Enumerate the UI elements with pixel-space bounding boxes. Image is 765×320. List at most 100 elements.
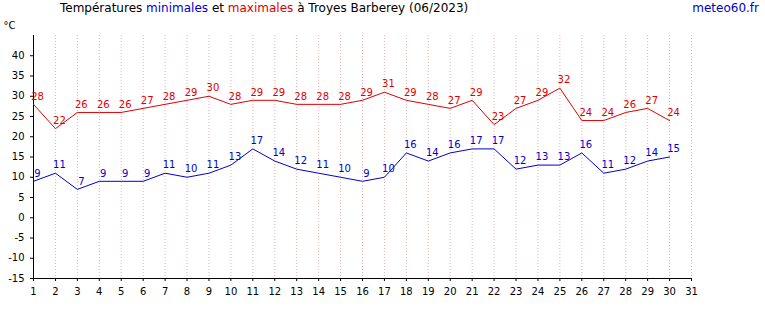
svg-text:28: 28: [163, 91, 176, 102]
svg-text:14: 14: [426, 147, 439, 158]
svg-text:23: 23: [510, 286, 523, 297]
svg-text:15: 15: [667, 143, 680, 154]
svg-text:17: 17: [492, 135, 505, 146]
svg-text:26: 26: [97, 99, 110, 110]
svg-text:20: 20: [12, 131, 25, 142]
svg-text:25: 25: [554, 286, 567, 297]
svg-text:27: 27: [141, 95, 154, 106]
svg-text:18: 18: [400, 286, 413, 297]
svg-text:26: 26: [575, 286, 588, 297]
svg-text:29: 29: [641, 286, 654, 297]
svg-text:30: 30: [207, 82, 220, 93]
svg-text:9: 9: [363, 168, 369, 179]
svg-text:12: 12: [623, 155, 636, 166]
svg-text:16: 16: [579, 139, 592, 150]
svg-text:35: 35: [12, 70, 25, 81]
svg-text:11: 11: [601, 159, 614, 170]
svg-text:27: 27: [514, 95, 527, 106]
svg-text:9: 9: [206, 286, 212, 297]
svg-text:10: 10: [338, 163, 351, 174]
svg-text:16: 16: [404, 139, 417, 150]
svg-text:28: 28: [426, 91, 439, 102]
svg-text:23: 23: [492, 111, 505, 122]
svg-text:29: 29: [536, 87, 549, 98]
svg-text:16: 16: [356, 286, 369, 297]
svg-text:11: 11: [316, 159, 329, 170]
svg-text:14: 14: [312, 286, 325, 297]
svg-text:30: 30: [12, 90, 25, 101]
svg-text:28: 28: [229, 91, 242, 102]
svg-text:0: 0: [18, 212, 24, 223]
svg-text:27: 27: [448, 95, 461, 106]
svg-text:17: 17: [378, 286, 391, 297]
svg-text:27: 27: [645, 95, 658, 106]
svg-text:7: 7: [78, 176, 84, 187]
svg-text:27: 27: [597, 286, 610, 297]
svg-text:-15: -15: [8, 273, 24, 284]
svg-text:28: 28: [294, 91, 307, 102]
svg-text:17: 17: [470, 135, 483, 146]
svg-text:16: 16: [448, 139, 461, 150]
svg-text:24: 24: [667, 107, 680, 118]
svg-text:10: 10: [225, 286, 238, 297]
svg-text:30: 30: [663, 286, 676, 297]
svg-text:19: 19: [422, 286, 435, 297]
svg-text:20: 20: [444, 286, 457, 297]
svg-text:11: 11: [207, 159, 220, 170]
svg-text:14: 14: [272, 147, 285, 158]
svg-text:24: 24: [601, 107, 614, 118]
svg-text:5: 5: [118, 286, 124, 297]
svg-text:25: 25: [12, 111, 25, 122]
svg-text:12: 12: [268, 286, 281, 297]
svg-text:28: 28: [338, 91, 351, 102]
svg-text:28: 28: [619, 286, 632, 297]
svg-text:9: 9: [122, 168, 128, 179]
svg-text:11: 11: [163, 159, 176, 170]
svg-text:10: 10: [382, 163, 395, 174]
svg-text:13: 13: [536, 151, 549, 162]
svg-text:6: 6: [140, 286, 146, 297]
svg-text:1: 1: [30, 286, 36, 297]
svg-text:12: 12: [294, 155, 307, 166]
svg-text:29: 29: [470, 87, 483, 98]
svg-text:9: 9: [34, 168, 40, 179]
svg-text:22: 22: [488, 286, 501, 297]
svg-text:7: 7: [162, 286, 168, 297]
svg-text:29: 29: [272, 87, 285, 98]
svg-text:29: 29: [185, 87, 198, 98]
svg-text:9: 9: [100, 168, 106, 179]
svg-text:29: 29: [404, 87, 417, 98]
svg-text:15: 15: [12, 151, 25, 162]
svg-text:°C: °C: [4, 20, 16, 31]
svg-text:10: 10: [12, 171, 25, 182]
svg-text:13: 13: [229, 151, 242, 162]
svg-text:11: 11: [53, 159, 66, 170]
svg-text:26: 26: [75, 99, 88, 110]
svg-text:12: 12: [514, 155, 527, 166]
svg-text:14: 14: [645, 147, 658, 158]
svg-text:31: 31: [685, 286, 698, 297]
svg-text:28: 28: [316, 91, 329, 102]
svg-text:13: 13: [290, 286, 303, 297]
svg-text:22: 22: [53, 115, 66, 126]
svg-text:15: 15: [334, 286, 347, 297]
svg-text:24: 24: [579, 107, 592, 118]
svg-text:29: 29: [250, 87, 263, 98]
svg-text:11: 11: [246, 286, 259, 297]
svg-text:-10: -10: [8, 252, 24, 263]
svg-text:9: 9: [144, 168, 150, 179]
svg-text:28: 28: [31, 91, 44, 102]
svg-text:24: 24: [532, 286, 545, 297]
svg-text:32: 32: [558, 74, 571, 85]
svg-text:4: 4: [96, 286, 102, 297]
svg-text:21: 21: [466, 286, 479, 297]
svg-text:13: 13: [558, 151, 571, 162]
svg-text:8: 8: [184, 286, 190, 297]
svg-text:17: 17: [250, 135, 263, 146]
svg-text:40: 40: [12, 50, 25, 61]
svg-text:26: 26: [119, 99, 132, 110]
svg-text:26: 26: [623, 99, 636, 110]
svg-text:-5: -5: [15, 232, 25, 243]
svg-text:5: 5: [18, 192, 24, 203]
svg-text:10: 10: [185, 163, 198, 174]
